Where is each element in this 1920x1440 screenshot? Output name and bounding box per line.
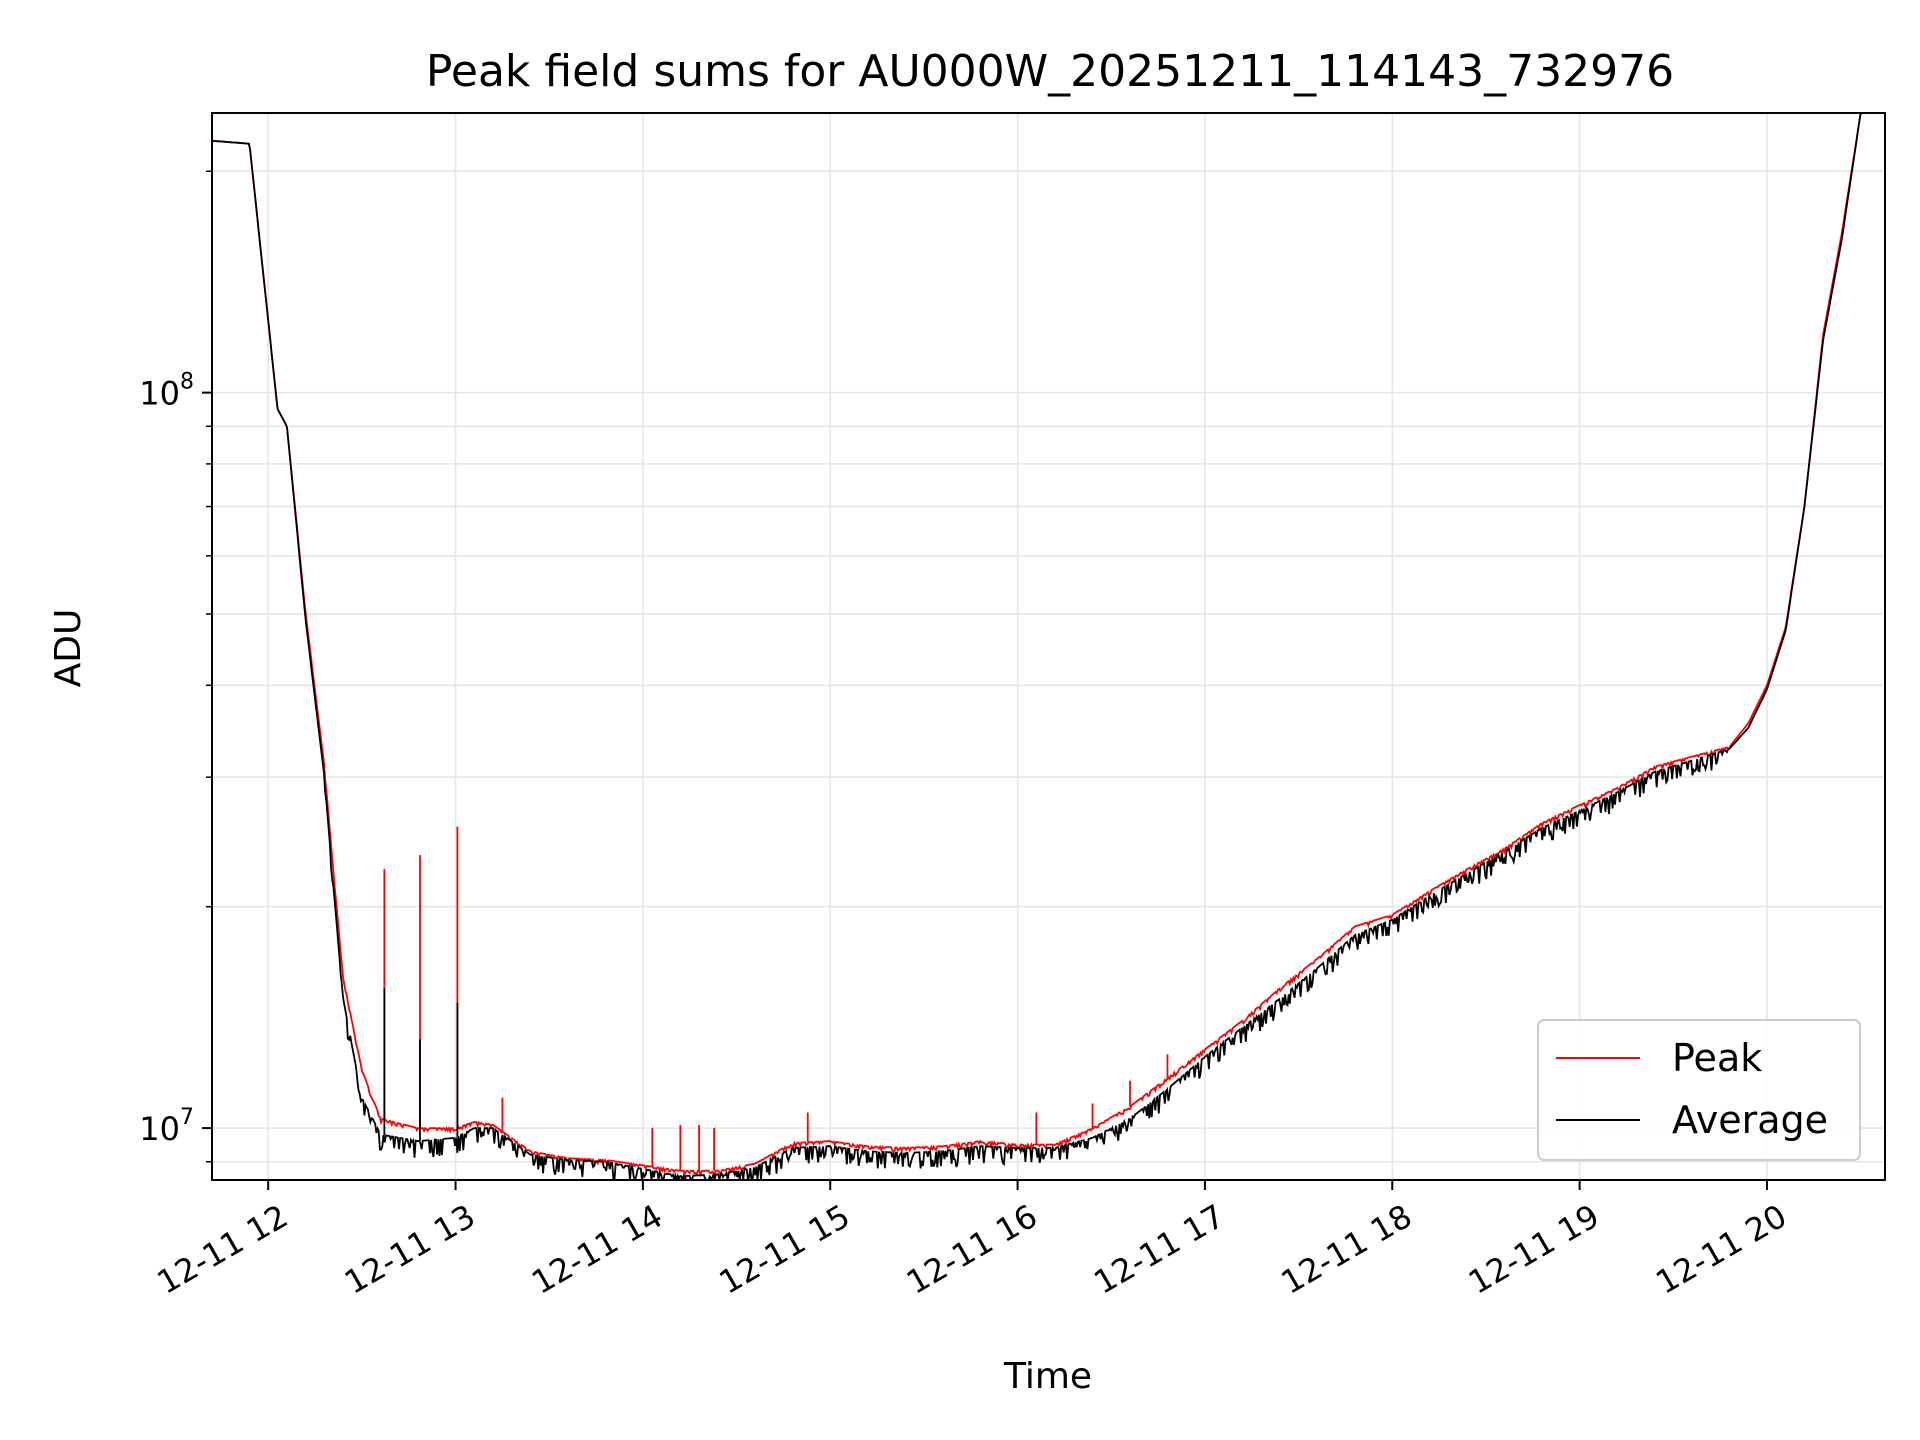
axes-frame bbox=[211, 112, 1886, 1181]
y-axis-label: ADU bbox=[48, 609, 89, 688]
series-line bbox=[212, 113, 1880, 1178]
series-average bbox=[212, 113, 1880, 1180]
y-tick-exponent: 8 bbox=[180, 370, 194, 395]
legend-box bbox=[1537, 1019, 1861, 1161]
x-axis-label: Time bbox=[1003, 1356, 1092, 1397]
plot-area bbox=[212, 113, 1880, 1180]
series-line bbox=[212, 113, 1880, 1180]
legend-label-average: Average bbox=[1672, 1098, 1828, 1142]
legend-label-peak: Peak bbox=[1672, 1036, 1762, 1080]
y-tick-label: 107 bbox=[139, 1105, 194, 1148]
y-tick-label: 108 bbox=[139, 370, 194, 413]
y-tick-base: 10 bbox=[139, 375, 180, 413]
y-tick-exponent: 7 bbox=[180, 1105, 194, 1130]
y-tick-base: 10 bbox=[139, 1110, 180, 1148]
legend: Peak Average bbox=[1537, 1019, 1861, 1161]
chart-title: Peak field sums for AU000W_20251211_1141… bbox=[426, 46, 1674, 97]
